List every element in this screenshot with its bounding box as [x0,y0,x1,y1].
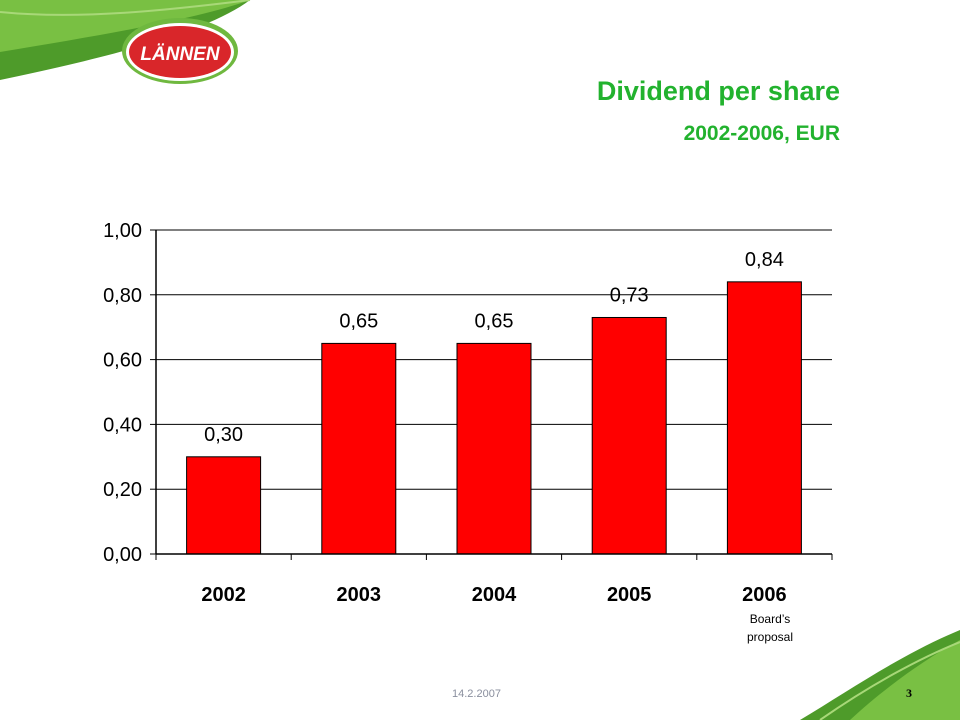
bar-2002 [186,456,262,555]
y-tick-label: 0,20 [103,479,142,501]
y-tick-label: 0,80 [103,285,142,307]
y-tick-label: 1,00 [103,220,142,242]
boards-proposal-note: Board’s proposal [732,610,808,646]
bar-value-label: 0,65 [475,310,514,332]
y-tick-label: 0,40 [103,414,142,436]
footer-date: 14.2.2007 [452,688,501,700]
slide-title: Dividend per share [596,76,840,106]
x-category-label: 2005 [607,584,652,606]
x-category-label: 2003 [337,584,382,606]
page-number: 3 [906,686,912,700]
bar-value-label: 0,73 [610,284,649,306]
bar-2003 [321,342,397,555]
bar-2006 [726,281,802,555]
x-category-label: 2002 [201,584,246,606]
y-tick-label: 0,00 [103,544,142,566]
x-category-label: 2004 [472,584,517,606]
bar-value-label: 0,30 [204,424,243,446]
lannen-logo: LÄNNEN [122,18,238,84]
y-tick-label: 0,60 [103,350,142,372]
note-line-1: Board’s [749,612,791,626]
note-line-2: proposal [746,630,794,644]
slide-subtitle: 2002-2006, EUR [683,122,840,145]
x-category-label: 2006 [742,584,787,606]
logo-text: LÄNNEN [140,44,220,65]
bottom-right-leaf-decoration [800,630,960,720]
bar-2004 [456,342,532,555]
bar-2005 [591,316,667,555]
bar-value-label: 0,84 [745,249,784,271]
bar-value-label: 0,65 [339,310,378,332]
